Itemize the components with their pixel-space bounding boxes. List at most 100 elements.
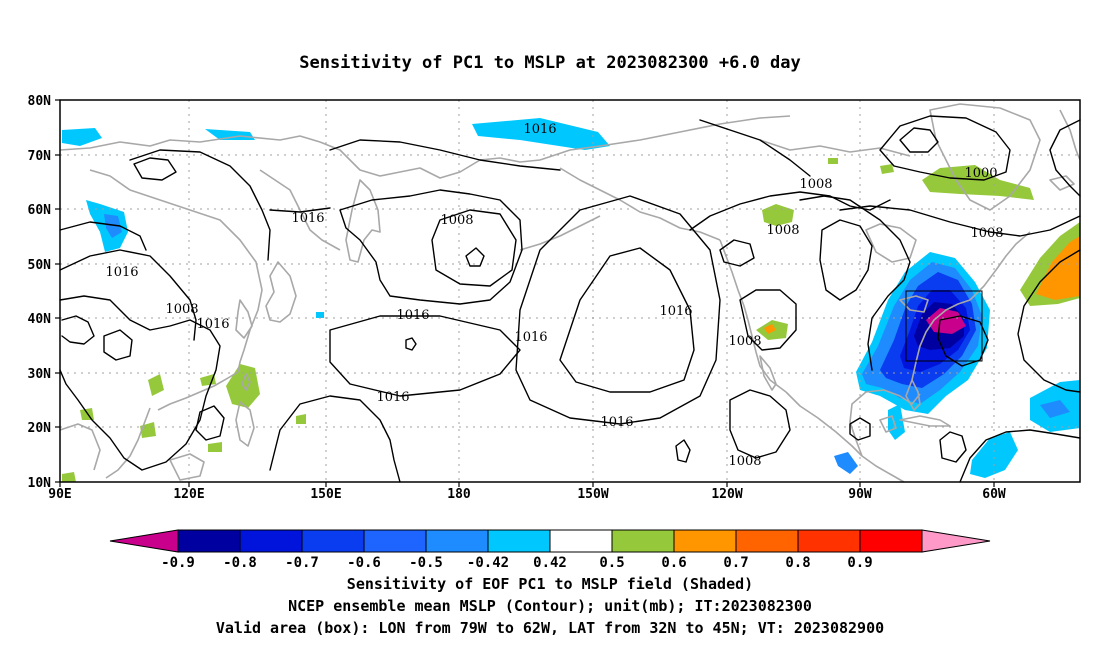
- coast-florida: [905, 379, 921, 411]
- contour-label: 1008: [766, 223, 799, 238]
- colorbar-swatch: [797, 529, 861, 553]
- coast-indochina: [105, 407, 151, 479]
- lon-tick-label: 180: [447, 487, 471, 502]
- shade-negative-siberia-core: [104, 214, 122, 238]
- shade-positive-asia-b: [148, 374, 164, 396]
- colorbar-swatch: [363, 529, 427, 553]
- shade-positive-canada-a: [762, 204, 794, 226]
- coast-baja: [759, 355, 777, 391]
- contour-north-pacific-1016-a: [329, 139, 561, 171]
- colorbar-swatch: [673, 529, 737, 553]
- colorbar-tick-label: 0.6: [661, 555, 686, 571]
- shade-positive-asia-h: [296, 414, 306, 424]
- contour-asia-1008: [59, 295, 221, 471]
- colorbar-tick-label: 0.5: [599, 555, 624, 571]
- contour-arctic-1016: [269, 207, 331, 213]
- colorbar: -0.9 -0.8 -0.7 -0.6 -0.5 -0.42 0.42 0.5 0.6 0.7 0.…: [109, 529, 991, 571]
- latitude-labels: 80N 70N 60N 50N 40N 30N 20N 10N: [28, 94, 52, 491]
- caption-line-2: NCEP ensemble mean MSLP (Contour); unit(…: [288, 597, 812, 615]
- contour-small-ring: [405, 337, 417, 351]
- lon-tick-label: 150W: [577, 487, 608, 502]
- colorbar-swatch: [177, 529, 241, 553]
- lat-tick-label: 60N: [28, 203, 52, 218]
- contour-label: 1016: [523, 122, 556, 137]
- colorbar-swatch: [109, 529, 179, 553]
- colorbar-swatch: [921, 529, 991, 553]
- contour-atlantic-1016: [1049, 119, 1081, 197]
- contour-east-pacific-1016-outer: [515, 195, 721, 425]
- contour-caribbean-loop-b: [675, 439, 691, 463]
- lon-tick-label: 120W: [711, 487, 742, 502]
- contour-label: 1016: [376, 390, 409, 405]
- colorbar-tick-label: 0.9: [847, 555, 872, 571]
- colorbar-swatch: [239, 529, 303, 553]
- coast-yucatan: [879, 415, 897, 433]
- colorbar-tick-label: -0.9: [161, 555, 195, 571]
- coast-gulf-mexico: [849, 389, 921, 457]
- contour-east-pacific-high: [559, 247, 695, 393]
- lat-tick-label: 10N: [28, 476, 52, 491]
- graticule: [60, 100, 1080, 482]
- colorbar-swatch: [735, 529, 799, 553]
- colorbar-tick-label: -0.7: [285, 555, 319, 571]
- colorbar-swatch: [301, 529, 365, 553]
- contour-mexico-1008: [729, 389, 791, 459]
- map-frame: [59, 99, 1081, 483]
- shade-positive-asia-c: [200, 374, 216, 386]
- colorbar-tick-label: 0.8: [785, 555, 810, 571]
- lat-tick-label: 80N: [28, 94, 52, 109]
- coast-canada-east: [969, 231, 1031, 301]
- colorbar-tick-label: -0.8: [223, 555, 257, 571]
- lat-tick-label: 40N: [28, 312, 52, 327]
- contour-label: 1000: [964, 166, 997, 181]
- contour-atlantic-1008: [839, 205, 1081, 237]
- shade-negative-caribbean: [888, 404, 905, 440]
- contour-atlantic-south: [959, 429, 1081, 483]
- lon-tick-label: 90E: [48, 487, 71, 502]
- coast-okhotsk: [259, 169, 341, 251]
- contour-label: 1008: [440, 213, 473, 228]
- shade-negative-atlantic-east-core: [1040, 400, 1070, 418]
- contour-north-pacific-1016-b: [339, 189, 523, 305]
- contour-asia-inner-c: [195, 405, 225, 441]
- contour-aleutian-low-small: [465, 247, 485, 267]
- contour-siberia-lobe: [59, 221, 147, 251]
- lat-tick-label: 30N: [28, 367, 52, 382]
- lon-tick-label: 120E: [173, 487, 204, 502]
- shade-positive-hudson: [880, 164, 894, 174]
- coast-south-china: [157, 371, 239, 411]
- shade-negative-bering: [472, 118, 610, 150]
- contour-north-america-1016: [699, 119, 811, 177]
- coast-us-east: [911, 299, 971, 381]
- tick-marks: [55, 99, 995, 487]
- contour-aleutian-low-1008: [431, 209, 517, 287]
- contour-label: 1008: [728, 454, 761, 469]
- longitude-labels: 90E 120E 150E 180 150W 120W 90W 60W: [48, 487, 1006, 502]
- contour-arctic-siberia: [133, 157, 177, 181]
- coast-us-west: [747, 319, 787, 393]
- contour-caribbean-loop-a: [849, 417, 871, 441]
- valid-area-box: [905, 290, 983, 362]
- map-panel: 1016 1008 1016 1016 1008 1016 1016 1016 …: [28, 94, 1081, 502]
- contour-labels: 1016 1008 1016 1016 1008 1016 1016 1016 …: [105, 122, 1003, 469]
- coast-aleutians: [519, 215, 601, 251]
- contour-east-us-1016: [799, 195, 911, 371]
- colorbar-swatch: [611, 529, 675, 553]
- colorbar-tick-label: 0.7: [723, 555, 748, 571]
- contour-label: 1016: [659, 304, 692, 319]
- coast-europe-edge: [1059, 109, 1081, 161]
- coast-alaska-north: [539, 115, 791, 161]
- contour-label: 1016: [514, 330, 547, 345]
- contour-gulf-loop: [939, 431, 967, 463]
- contour-west-us-1008: [739, 289, 797, 351]
- shade-positive-asia-g: [62, 472, 76, 482]
- lon-tick-label: 60W: [982, 487, 1006, 502]
- shade-positive-atlantic-ne-core: [1036, 236, 1080, 300]
- captions: Sensitivity of EOF PC1 to MSLP field (Sh…: [216, 575, 884, 637]
- colorbar-tick-label: -0.42: [467, 555, 509, 571]
- contour-greenland-1000: [879, 115, 1011, 181]
- shade-negative-main-09: [926, 308, 966, 334]
- contour-label: 1008: [165, 302, 198, 317]
- shade-negative-atlantic-south: [970, 432, 1018, 478]
